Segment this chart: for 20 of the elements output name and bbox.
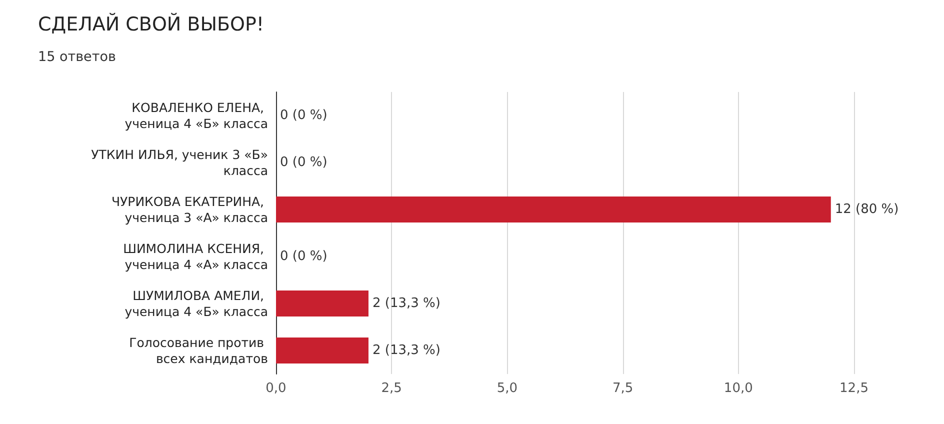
y-tick-label: УТКИН ИЛЬЯ, ученик 3 «Б» класса [91,147,268,178]
x-tick-label: 12,5 [840,381,868,396]
data-label: 0 (0 %) [280,108,328,123]
data-label: 2 (13,3 %) [372,343,440,358]
text: 15 ответов [38,49,116,65]
x-tick-label: 5,0 [496,381,518,396]
y-tick-label: КОВАЛЕНКО ЕЛЕНА, ученица 4 «Б» класса [124,100,268,131]
x-tick-label: 10,0 [724,381,753,396]
y-tick-label: Голосование против всех кандидатов [129,335,268,366]
data-label: 2 (13,3 %) [372,296,440,311]
data-label: 0 (0 %) [280,155,328,170]
x-tick-label: 0,0 [266,381,286,396]
y-tick-label: ШИМОЛИНА КСЕНИЯ, ученица 4 «А» класса [123,241,268,272]
data-label: 12 (80 %) [834,202,899,217]
y-tick-label: ШУМИЛОВА АМЕЛИ, ученица 4 «Б» класса [124,288,268,319]
x-tick-label: 2,5 [381,381,402,396]
x-tick-label: 7,5 [612,381,634,396]
data-label: 0 (0 %) [280,249,328,264]
chart-title: СДЕЛАЙ СВОЙ ВЫБОР! [38,12,264,36]
y-tick-label: ЧУРИКОВА ЕКАТЕРИНА, ученица 3 «А» класса [111,194,268,225]
